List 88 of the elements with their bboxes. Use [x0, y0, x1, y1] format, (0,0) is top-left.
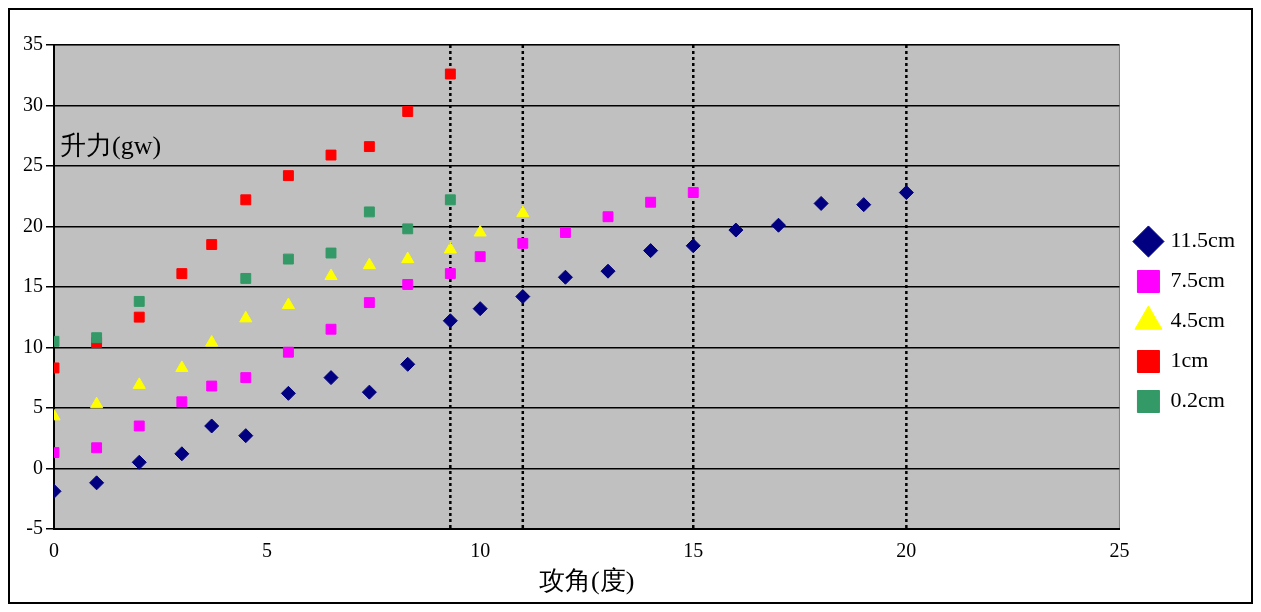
point — [898, 185, 914, 201]
point — [643, 243, 659, 259]
point — [325, 247, 337, 259]
point — [472, 301, 488, 317]
x-tick-label: 0 — [49, 539, 59, 562]
point — [557, 269, 573, 285]
point — [131, 454, 147, 470]
point — [474, 251, 486, 263]
legend-label: 7.5cm — [1170, 267, 1225, 293]
point — [444, 194, 456, 206]
point — [133, 295, 145, 307]
legend-label: 11.5cm — [1170, 227, 1235, 253]
point — [240, 372, 252, 384]
y-axis-title: 升力(gw) — [60, 130, 162, 160]
legend-label: 0.2cm — [1170, 387, 1225, 413]
point — [282, 170, 294, 182]
x-tick-label: 25 — [1109, 539, 1130, 562]
y-tick-label: 15 — [23, 274, 43, 297]
x-tick-label: 10 — [470, 539, 491, 562]
point — [282, 253, 294, 265]
y-tick-label: 5 — [33, 395, 43, 418]
y-tick-label: 25 — [23, 153, 43, 176]
point — [728, 222, 744, 238]
y-tick-label: 30 — [23, 92, 43, 115]
point — [175, 360, 189, 372]
x-axis-title: 攻角(度) — [539, 566, 635, 596]
point — [281, 297, 295, 310]
point — [133, 420, 145, 432]
point — [402, 279, 414, 290]
point — [687, 187, 699, 199]
point — [282, 346, 294, 358]
point — [363, 141, 375, 153]
point — [174, 446, 190, 462]
point — [444, 68, 456, 80]
y-tick-label: 10 — [23, 334, 43, 357]
point — [602, 211, 614, 223]
point — [361, 384, 377, 400]
point — [685, 238, 701, 254]
point — [559, 227, 571, 238]
y-tick-label: 0 — [33, 455, 43, 478]
point — [325, 323, 337, 335]
point — [516, 205, 530, 218]
x-tick-label: 5 — [262, 539, 273, 562]
point — [363, 297, 375, 309]
point — [132, 377, 146, 389]
point — [813, 195, 829, 211]
legend-label: 1cm — [1170, 347, 1209, 373]
point — [771, 217, 786, 233]
point — [89, 475, 105, 491]
point — [645, 196, 657, 208]
point — [133, 311, 145, 323]
point — [240, 194, 252, 206]
point — [400, 356, 416, 372]
point — [90, 396, 104, 409]
y-tick-label: -5 — [26, 516, 43, 539]
legend-label: 4.5cm — [1170, 307, 1225, 333]
y-tick-label: 20 — [23, 213, 43, 236]
point — [473, 224, 487, 237]
point — [600, 263, 616, 279]
point — [204, 418, 220, 434]
point — [402, 223, 414, 235]
point — [206, 380, 218, 392]
point — [239, 310, 253, 323]
point — [443, 241, 457, 254]
point — [323, 370, 339, 386]
point — [325, 149, 337, 161]
point — [401, 251, 415, 264]
point — [206, 239, 218, 251]
point — [176, 268, 188, 280]
point — [856, 197, 872, 213]
point — [280, 385, 296, 401]
point — [402, 106, 414, 117]
point — [515, 289, 531, 305]
x-tick-label: 20 — [896, 539, 917, 562]
point — [238, 428, 254, 444]
point — [176, 396, 188, 408]
point — [363, 206, 375, 218]
point — [444, 268, 456, 280]
point — [205, 335, 219, 347]
y-tick-label: 35 — [23, 32, 43, 55]
point — [91, 332, 103, 344]
point — [442, 313, 458, 329]
x-tick-label: 15 — [683, 539, 704, 562]
point — [324, 268, 338, 281]
point — [240, 272, 252, 284]
point — [517, 237, 529, 249]
point — [362, 257, 376, 270]
point — [91, 442, 103, 454]
